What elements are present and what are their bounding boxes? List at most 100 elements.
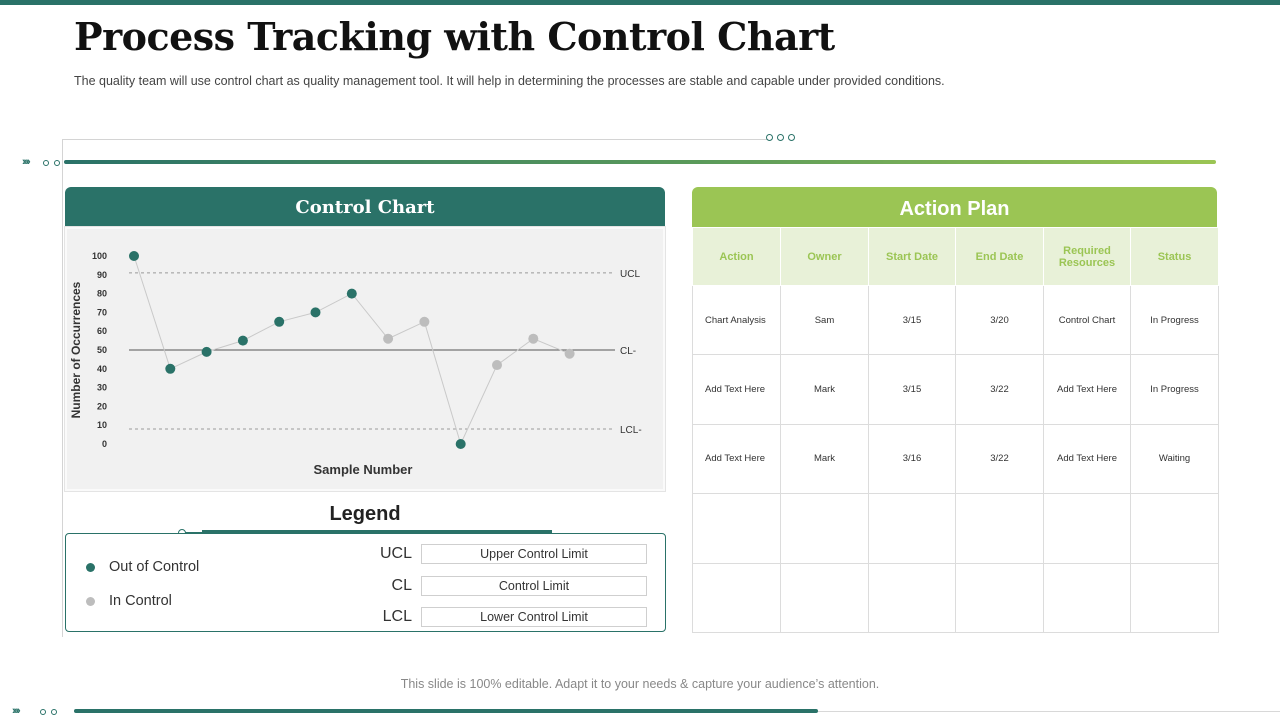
- table-cell: 3/15: [868, 354, 956, 425]
- footer-rule-accent: [74, 709, 818, 713]
- chevrons-icon: ››››: [22, 156, 31, 168]
- table-cell: [955, 562, 1044, 633]
- data-point-in-control: [564, 348, 575, 359]
- y-tick-label: 30: [97, 383, 107, 393]
- table-cell: Waiting: [1130, 423, 1219, 495]
- section-divider: [64, 160, 1216, 164]
- table-row: [692, 562, 1219, 633]
- table-cell: Mark: [780, 423, 869, 495]
- legend-item-label: Out of Control: [109, 559, 200, 575]
- y-tick-label: 10: [97, 420, 107, 430]
- data-point-in-control: [419, 316, 430, 327]
- top-accent-bar: [0, 0, 1280, 5]
- control-line-label: LCL-: [620, 425, 642, 436]
- table-cell: Add Text Here: [1043, 354, 1131, 425]
- data-point-out-of-control: [129, 251, 139, 261]
- legend-abbr-ucl: UCL: [379, 545, 412, 562]
- column-header-end-date: End Date: [955, 227, 1044, 286]
- table-cell: [1043, 562, 1131, 633]
- table-cell: Control Chart: [1043, 284, 1131, 356]
- table-cell: 3/20: [955, 284, 1044, 356]
- footer-note: This slide is 100% editable. Adapt it to…: [400, 677, 880, 691]
- table-cell: Chart Analysis: [692, 284, 781, 356]
- table-cell: [780, 493, 869, 564]
- column-header-action: Action: [692, 227, 781, 286]
- y-tick-label: 50: [97, 345, 107, 355]
- decorative-frame-left: [62, 139, 63, 637]
- table-cell: [692, 493, 781, 564]
- page-title: Process Tracking with Control Chart: [74, 14, 835, 59]
- y-tick-label: 80: [97, 289, 107, 299]
- table-cell: In Progress: [1130, 284, 1219, 356]
- column-header-required-resources: Required Resources: [1043, 227, 1131, 286]
- table-cell: [868, 562, 956, 633]
- column-header-status: Status: [1130, 227, 1219, 286]
- table-cell: [692, 562, 781, 633]
- table-cell: [1130, 493, 1219, 564]
- y-tick-label: 40: [97, 364, 107, 374]
- dot-icon: [86, 596, 95, 606]
- y-axis-title: Number of Occurrences: [69, 281, 83, 418]
- data-point-out-of-control: [237, 335, 248, 346]
- table-cell: 3/22: [955, 354, 1044, 425]
- legend-title: Legend: [329, 503, 401, 525]
- table-cell: Add Text Here: [692, 423, 781, 495]
- table-header-row: Action Owner Start Date End Date Require…: [692, 227, 1219, 286]
- table-row: Add Text Here Mark 3/16 3/22 Add Text He…: [692, 423, 1219, 495]
- decorative-frame-top: [62, 139, 768, 140]
- decorative-dot: [43, 160, 49, 166]
- y-tick-label: 0: [102, 439, 107, 449]
- decorative-dot: [54, 160, 60, 166]
- data-point-out-of-control: [201, 346, 212, 357]
- decorative-dots: [766, 134, 795, 141]
- data-point-out-of-control: [165, 363, 176, 374]
- action-plan-header: Action Plan: [692, 187, 1217, 227]
- column-header-start-date: Start Date: [868, 227, 956, 286]
- legend-item-in-control: In Control: [86, 593, 172, 609]
- legend-abbr-cl: CL: [391, 577, 412, 594]
- legend-rule-accent: [202, 530, 552, 534]
- decorative-dot: [40, 709, 46, 715]
- data-point-out-of-control: [274, 316, 285, 327]
- data-point-out-of-control: [346, 288, 357, 299]
- legend-desc-lcl: Lower Control Limit: [421, 607, 647, 627]
- table-row: Chart Analysis Sam 3/15 3/20 Control Cha…: [692, 284, 1219, 356]
- data-point-in-control: [528, 333, 539, 344]
- control-chart-area: 0 10 20 30 40 50 60 70 80 90 100 Number of Occurren…: [65, 227, 665, 491]
- dot-icon: [86, 562, 95, 572]
- x-axis-title: Sample Number: [314, 462, 413, 477]
- control-line-label: UCL: [620, 269, 640, 280]
- legend-abbr-lcl: LCL: [382, 608, 412, 625]
- y-tick-label: 20: [97, 401, 107, 411]
- control-chart: 0 10 20 30 40 50 60 70 80 90 100 Number of Occurren…: [69, 251, 642, 477]
- data-point-out-of-control: [455, 439, 466, 449]
- y-tick-label: 100: [92, 251, 107, 261]
- table-cell: [1130, 562, 1219, 633]
- table-cell: [780, 562, 869, 633]
- table-cell: 3/16: [868, 423, 956, 495]
- table-cell: Sam: [780, 284, 869, 356]
- control-line-label: CL-: [620, 346, 636, 357]
- control-chart-header: Control Chart: [65, 187, 665, 227]
- table-cell: [1043, 493, 1131, 564]
- table-cell: [868, 493, 956, 564]
- table-cell: In Progress: [1130, 354, 1219, 425]
- table-cell: 3/22: [955, 423, 1044, 495]
- decorative-dot: [51, 709, 57, 715]
- data-point-in-control: [383, 333, 394, 344]
- page-subtitle: The quality team will use control chart …: [74, 74, 945, 88]
- y-tick-label: 70: [97, 307, 107, 317]
- table-cell: [955, 493, 1044, 564]
- column-header-owner: Owner: [780, 227, 869, 286]
- data-point-out-of-control: [310, 307, 321, 318]
- table-row: [692, 493, 1219, 564]
- legend-desc-ucl: Upper Control Limit: [421, 544, 647, 564]
- data-point-in-control: [492, 360, 502, 371]
- table-cell: Add Text Here: [692, 354, 781, 425]
- y-tick-label: 60: [97, 326, 107, 336]
- chevrons-icon: ››››: [12, 705, 21, 717]
- legend-box: Out of Control In Control UCL Upper Cont…: [65, 533, 666, 632]
- y-tick-label: 90: [97, 270, 107, 280]
- legend-item-label: In Control: [109, 593, 172, 609]
- table-row: Add Text Here Mark 3/15 3/22 Add Text He…: [692, 354, 1219, 425]
